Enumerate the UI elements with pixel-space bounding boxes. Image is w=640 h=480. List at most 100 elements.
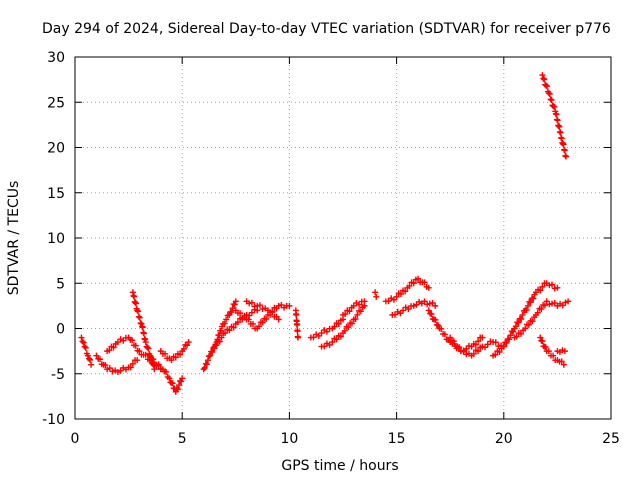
series-arc-h <box>211 306 261 350</box>
data-point <box>269 309 276 316</box>
data-point <box>475 348 482 355</box>
data-point <box>179 375 186 382</box>
data-point <box>541 302 548 309</box>
data-point <box>177 351 184 358</box>
y-tick-label: 25 <box>47 95 65 111</box>
data-point <box>352 315 359 322</box>
data-point <box>503 339 510 346</box>
series-arc-j <box>243 298 282 323</box>
data-point <box>335 320 342 327</box>
data-point <box>421 279 428 286</box>
data-point <box>530 295 537 302</box>
y-tick-label: 5 <box>56 276 65 292</box>
data-point <box>144 344 151 351</box>
data-point <box>139 324 146 331</box>
data-point <box>550 352 557 359</box>
x-axis-title: GPS time / hours <box>281 458 398 474</box>
data-point <box>106 365 113 372</box>
data-point <box>78 334 85 341</box>
x-tick-label: 15 <box>388 431 406 447</box>
data-point <box>201 364 208 371</box>
data-point <box>168 357 175 364</box>
data-point <box>248 299 255 306</box>
y-tick-label: 15 <box>47 186 65 202</box>
data-point <box>522 325 529 332</box>
data-point <box>513 333 520 340</box>
data-point <box>134 307 141 314</box>
data-point <box>519 311 526 318</box>
data-point <box>534 309 541 316</box>
data-point <box>506 336 513 343</box>
data-point <box>81 343 88 350</box>
data-point <box>145 345 152 352</box>
data-point <box>140 330 147 337</box>
data-point <box>175 382 182 389</box>
data-point <box>84 352 91 359</box>
data-point <box>106 347 113 354</box>
data-point <box>87 356 94 363</box>
data-point <box>549 281 556 288</box>
data-point <box>541 76 548 83</box>
data-point <box>275 316 282 323</box>
data-point <box>428 311 435 318</box>
data-point <box>137 320 144 327</box>
data-point <box>539 283 546 290</box>
data-point <box>256 323 263 330</box>
x-tick-label: 0 <box>71 431 80 447</box>
y-tick-label: 30 <box>47 50 65 66</box>
data-point <box>223 316 230 323</box>
data-point <box>512 323 519 330</box>
x-tick-label: 10 <box>280 431 298 447</box>
data-point <box>397 291 404 298</box>
data-point <box>543 82 550 89</box>
data-point <box>515 319 522 326</box>
data-point <box>136 314 143 321</box>
data-point <box>155 361 162 368</box>
y-axis-title: SDTVAR / TECUs <box>6 181 22 296</box>
data-point <box>432 302 439 309</box>
data-point <box>79 338 86 345</box>
data-point <box>543 83 550 90</box>
y-tick-label: 10 <box>47 231 65 247</box>
data-point <box>147 352 154 359</box>
data-point <box>529 318 536 325</box>
data-point <box>393 293 400 300</box>
data-point <box>565 298 572 305</box>
data-point <box>136 348 143 355</box>
data-point <box>294 334 301 341</box>
data-point <box>88 361 95 368</box>
y-tick-label: -10 <box>42 412 65 428</box>
data-point <box>132 342 139 349</box>
series-arc-w <box>554 347 568 356</box>
data-point <box>357 308 364 315</box>
data-point <box>135 313 142 320</box>
data-point <box>539 72 546 79</box>
data-point <box>80 339 87 346</box>
data-point <box>425 284 432 291</box>
data-point <box>172 354 179 361</box>
data-point <box>479 334 486 341</box>
data-point <box>232 298 239 305</box>
data-point <box>346 308 353 315</box>
series-arc-l <box>307 316 346 341</box>
data-point <box>180 345 187 352</box>
data-point <box>447 334 454 341</box>
data-point <box>548 97 555 104</box>
data-point <box>209 349 216 356</box>
data-point <box>93 352 100 359</box>
data-point <box>102 362 109 369</box>
series-arc-g <box>200 298 239 373</box>
data-point <box>132 300 139 307</box>
data-point <box>460 347 467 354</box>
data-point <box>110 344 117 351</box>
data-point <box>470 350 477 357</box>
data-point <box>496 349 503 356</box>
tick-labels: 0 5 10 15 20 25 -10 -5 0 5 10 15 20 25 30 <box>42 50 620 447</box>
axis-ticks <box>74 56 612 420</box>
data-point <box>554 117 561 124</box>
series-arc-v <box>537 334 567 368</box>
data-point <box>472 341 479 348</box>
series-arc-m <box>318 302 368 350</box>
data-point <box>553 111 560 118</box>
